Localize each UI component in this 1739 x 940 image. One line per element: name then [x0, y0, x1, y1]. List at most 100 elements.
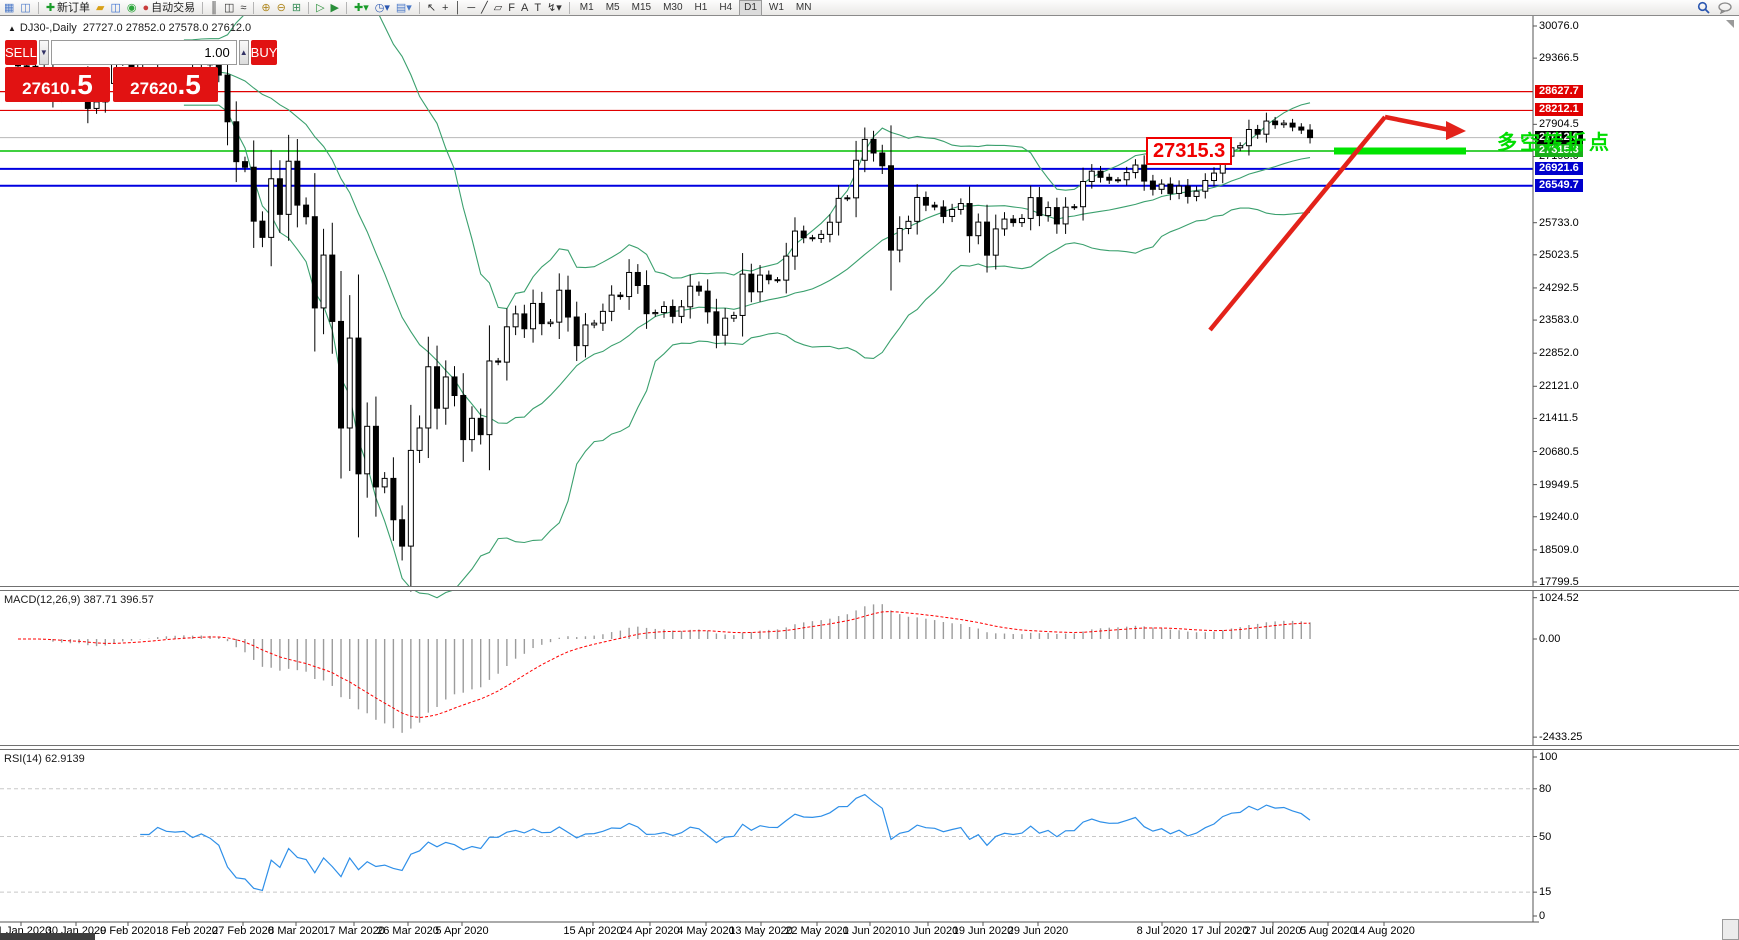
candle-body: [329, 254, 336, 322]
zoom-in-icon[interactable]: ⊕: [259, 1, 272, 15]
buy-price-button[interactable]: 27620.5: [113, 67, 218, 102]
price-callout-label[interactable]: 27315.3: [1146, 137, 1233, 166]
toolbar-separator: [418, 1, 420, 14]
tile-windows-icon[interactable]: ⊞: [290, 1, 303, 15]
new-order-icon[interactable]: ✚ 新订单: [44, 1, 92, 15]
periods-icon: ◷▾: [374, 1, 390, 14]
text-icon[interactable]: A: [519, 1, 530, 15]
buy-button[interactable]: BUY: [250, 40, 278, 65]
step-forward-icon[interactable]: ▷: [314, 1, 326, 15]
volume-increase-button[interactable]: ▲: [238, 40, 249, 65]
timeframe-m5[interactable]: M5: [605, 1, 620, 13]
equidistant-channel-icon[interactable]: ▱: [492, 1, 504, 15]
history-center-icon[interactable]: ◫: [109, 1, 123, 15]
zoom-window-icon: ◫: [20, 1, 31, 14]
one-click-trading-panel: SELL ▼ ▲ BUY 27610.5 27620.5: [5, 40, 278, 102]
candle-body: [608, 294, 615, 312]
bollinger-middle-band: [183, 71, 1311, 424]
sell-button[interactable]: SELL: [5, 40, 37, 65]
candle-body: [739, 273, 746, 316]
candle-body: [1080, 180, 1087, 208]
candle-body: [556, 289, 563, 323]
date-label: 1 Jun 2020: [842, 925, 898, 937]
date-label: 17 Jul 2020: [1191, 925, 1249, 937]
cursor-icon[interactable]: ↖: [425, 1, 438, 15]
candle-body: [1149, 180, 1156, 190]
timeframe-w1[interactable]: W1: [768, 1, 784, 13]
date-label: 10 Jun 2020: [897, 925, 959, 937]
candle-body: [530, 302, 537, 330]
candle-body: [748, 273, 755, 293]
macd-tick: -2433.25: [1539, 731, 1583, 744]
date-label: 13 May 2020: [729, 925, 793, 937]
vline-icon[interactable]: │: [452, 1, 463, 15]
timeframe-m15[interactable]: M15: [631, 1, 652, 13]
horizontal-scrollbar-thumb[interactable]: [0, 933, 95, 940]
templates-icon[interactable]: ▤▾: [394, 1, 414, 15]
autotrade-icon-label: 自动交易: [151, 1, 196, 14]
candle-body: [922, 196, 929, 206]
zoom-out-icon[interactable]: ⊖: [275, 1, 288, 15]
candle-body: [1018, 217, 1025, 224]
candle-body: [23, 65, 30, 68]
fibonacci-icon[interactable]: F: [506, 1, 517, 15]
eraser-icon[interactable]: ▰: [94, 1, 106, 15]
chat-icon[interactable]: [1718, 1, 1733, 14]
sell-price-button[interactable]: 27610.5: [5, 67, 110, 102]
timeframe-h4[interactable]: H4: [719, 1, 733, 13]
new-order-icon: ✚: [45, 1, 56, 14]
candle-body: [276, 178, 283, 215]
zoom-window-icon[interactable]: ◫: [18, 1, 32, 15]
crosshair-icon[interactable]: +: [440, 1, 450, 15]
text-label-icon[interactable]: T: [532, 1, 543, 15]
candle-body: [1123, 172, 1130, 181]
candle-body: [573, 316, 580, 347]
collapse-triangle-icon[interactable]: ▲: [8, 24, 16, 33]
timeframe-d1[interactable]: D1: [739, 0, 762, 16]
volume-decrease-button[interactable]: ▼: [38, 40, 49, 65]
hline-icon: ─: [467, 1, 476, 14]
trend-arrow-run[interactable]: [1384, 114, 1451, 133]
hline-icon[interactable]: ─: [465, 1, 477, 15]
volume-input[interactable]: [50, 40, 237, 65]
zoom-out-icon: ⊖: [276, 1, 286, 14]
chart-stage[interactable]: ▲ DJ30-,Daily 27727.0 27852.0 27578.0 276…: [0, 16, 1739, 940]
line-chart-icon[interactable]: ≈: [238, 1, 248, 15]
price-badge: 27612.0: [1535, 130, 1583, 144]
trend-arrow-rise[interactable]: [1208, 115, 1387, 332]
bollinger-lower-band: [183, 104, 1311, 599]
step-end-icon[interactable]: ▶: [329, 1, 341, 15]
candle-body: [931, 204, 938, 208]
bar-chart-icon: ║: [210, 1, 218, 14]
timeframe-m30[interactable]: M30: [663, 1, 683, 13]
rsi-indicator-label: RSI(14) 62.9139: [4, 753, 85, 765]
candle-body: [783, 255, 790, 281]
turning-point-annotation[interactable]: 多空转折点: [1497, 132, 1612, 155]
timeframe-m1[interactable]: M1: [579, 1, 594, 13]
chart-canvas[interactable]: [0, 16, 1739, 940]
candle-body: [294, 160, 301, 206]
step-end-icon: ▶: [330, 1, 340, 14]
periods-icon[interactable]: ◷▾: [373, 1, 392, 15]
rsi-splitter[interactable]: [0, 745, 1739, 750]
toolbar-separator: [568, 1, 570, 14]
eraser-icon: ▰: [96, 1, 105, 14]
bar-chart-icon[interactable]: ║: [208, 1, 220, 15]
arrows-icon[interactable]: ↯▾: [545, 1, 564, 15]
candle-body: [730, 314, 737, 319]
toolbar-separator: [37, 1, 39, 14]
rsi-tick: 0: [1539, 910, 1546, 922]
search-icon[interactable]: [1697, 1, 1710, 14]
candle-chart-icon[interactable]: ◫: [222, 1, 236, 15]
trendline-icon[interactable]: ╱: [479, 1, 490, 15]
timeframe-h1[interactable]: H1: [694, 1, 708, 13]
scroll-to-end-icon[interactable]: [1726, 20, 1734, 28]
macd-splitter[interactable]: [0, 586, 1739, 591]
charts-window-icon[interactable]: ▦: [2, 1, 16, 15]
candle-body: [643, 285, 650, 315]
signal-icon[interactable]: ◉: [125, 1, 139, 15]
date-label: 27 Feb 2020: [212, 925, 274, 937]
autotrade-icon[interactable]: ● 自动交易: [141, 1, 198, 15]
indicators-icon[interactable]: ✚▾: [352, 1, 371, 15]
timeframe-mn[interactable]: MN: [795, 1, 812, 13]
